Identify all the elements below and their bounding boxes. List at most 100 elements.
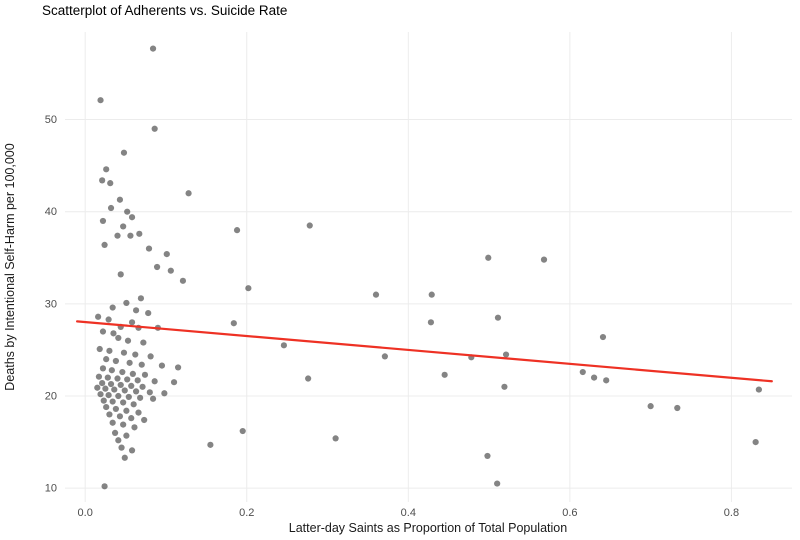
data-point — [280, 342, 288, 349]
data-point — [95, 373, 103, 380]
data-point — [590, 374, 598, 381]
data-point — [99, 177, 106, 184]
data-point — [120, 399, 127, 406]
data-point — [540, 256, 548, 263]
data-point — [103, 403, 110, 411]
data-point — [139, 383, 146, 390]
data-point — [123, 299, 130, 307]
data-point — [132, 307, 140, 314]
data-point — [151, 125, 158, 132]
data-point — [185, 190, 192, 197]
data-point — [146, 389, 153, 396]
data-point — [332, 435, 339, 442]
data-point — [110, 330, 117, 337]
data-point — [179, 277, 187, 284]
data-point — [130, 401, 137, 408]
data-point — [104, 374, 111, 381]
x-tick-label: 0.2 — [239, 507, 254, 519]
data-point — [109, 398, 116, 405]
data-point — [233, 227, 241, 234]
x-tick-label: 0.4 — [401, 507, 416, 519]
data-point — [103, 166, 110, 173]
scatter-points — [94, 45, 762, 490]
data-point — [603, 377, 610, 384]
data-point — [135, 409, 142, 416]
data-point — [117, 271, 124, 278]
data-point — [126, 359, 133, 366]
data-point — [120, 223, 127, 230]
data-point — [115, 437, 122, 444]
data-point — [123, 407, 130, 414]
trend-line-group — [76, 320, 773, 383]
data-point — [755, 386, 762, 393]
data-point — [485, 254, 492, 261]
data-point — [115, 334, 122, 342]
data-point — [170, 379, 178, 386]
data-point — [94, 384, 101, 391]
data-point — [132, 351, 139, 358]
data-point — [97, 97, 104, 104]
data-point — [145, 245, 153, 252]
data-point — [107, 204, 115, 212]
data-point — [111, 429, 119, 436]
data-point — [137, 394, 144, 401]
data-point — [145, 309, 152, 317]
data-point — [106, 347, 113, 354]
data-point — [138, 361, 145, 368]
y-tick-label: 20 — [45, 391, 57, 403]
data-point — [100, 397, 107, 404]
data-point — [167, 267, 174, 274]
data-point — [120, 349, 128, 356]
x-axis-ticks: 0.0 0.2 0.4 0.6 0.8 — [78, 507, 740, 519]
data-point — [107, 180, 114, 187]
data-point — [494, 314, 502, 321]
data-point — [120, 149, 128, 156]
data-point — [149, 45, 157, 52]
data-point — [230, 320, 237, 327]
data-point — [161, 390, 168, 397]
data-point — [207, 441, 214, 448]
data-point — [427, 319, 435, 326]
data-point — [118, 444, 125, 451]
data-point — [128, 319, 136, 326]
data-point — [112, 405, 119, 413]
y-tick-label: 30 — [45, 298, 57, 310]
data-point — [174, 364, 182, 371]
data-point — [158, 362, 166, 369]
data-point — [102, 385, 109, 392]
data-point — [108, 367, 115, 374]
data-point — [115, 392, 122, 400]
data-point — [484, 452, 491, 460]
x-tick-label: 0.6 — [562, 507, 577, 519]
data-point — [119, 368, 126, 376]
data-point — [109, 304, 116, 311]
data-point — [101, 483, 108, 490]
data-point — [120, 421, 127, 428]
data-point — [117, 381, 124, 389]
data-point — [501, 383, 508, 390]
data-point — [111, 386, 118, 393]
data-point — [116, 196, 124, 203]
data-point — [121, 454, 128, 461]
data-point — [124, 337, 132, 344]
data-point — [109, 419, 116, 426]
y-tick-label: 40 — [45, 206, 57, 218]
data-point — [112, 357, 119, 365]
data-point — [127, 232, 134, 239]
data-point — [381, 353, 388, 360]
data-point — [114, 375, 121, 382]
data-point — [239, 427, 246, 435]
data-point — [502, 351, 510, 358]
data-point — [140, 339, 147, 346]
data-point — [428, 291, 435, 298]
data-point — [149, 395, 157, 402]
data-point — [124, 376, 131, 383]
data-point — [129, 370, 136, 378]
data-point — [96, 345, 103, 353]
data-point — [128, 214, 136, 221]
data-point — [124, 208, 131, 215]
data-point — [151, 378, 158, 385]
data-point — [153, 263, 161, 271]
data-point — [97, 391, 104, 398]
